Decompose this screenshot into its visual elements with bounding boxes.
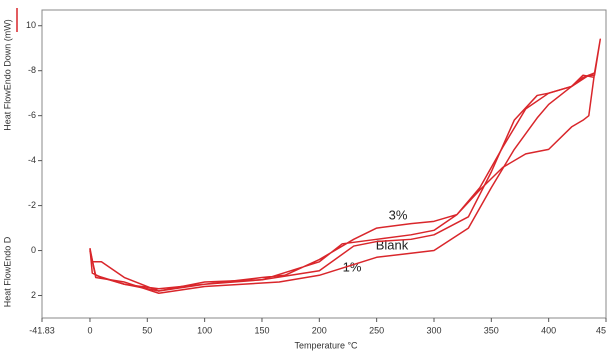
x-tick-label: 250 xyxy=(369,325,384,335)
x-tick-label: 350 xyxy=(484,325,499,335)
annotation: 3% xyxy=(389,207,408,222)
y-tick-label: 2 xyxy=(31,290,36,300)
y-tick-label: 0 xyxy=(31,245,36,255)
y-tick-label: 10 xyxy=(26,20,36,30)
x-tick-label: 0 xyxy=(87,325,92,335)
y-axis-label: Heat FlowEndo Down (mW) xyxy=(2,19,12,131)
x-tick-label: -41.83 xyxy=(29,325,55,335)
curve xyxy=(89,72,595,295)
x-tick-label: 300 xyxy=(426,325,441,335)
y-axis-label: Heat FlowEndo D xyxy=(2,236,12,307)
y-tick-label: -8 xyxy=(28,65,36,75)
x-tick-label: 400 xyxy=(541,325,556,335)
x-axis-label: Temperature °C xyxy=(294,340,358,350)
x-tick-label: 150 xyxy=(254,325,269,335)
x-tick-label: 45 xyxy=(596,325,606,335)
curve xyxy=(89,38,602,292)
x-tick-label: 50 xyxy=(142,325,152,335)
plot-frame xyxy=(41,9,607,319)
curve xyxy=(89,74,595,292)
x-tick-label: 100 xyxy=(197,325,212,335)
x-tick-label: 200 xyxy=(312,325,327,335)
y-tick-label: -2 xyxy=(28,200,36,210)
y-tick-label: -4 xyxy=(28,155,36,165)
y-tick-label: -6 xyxy=(28,110,36,120)
